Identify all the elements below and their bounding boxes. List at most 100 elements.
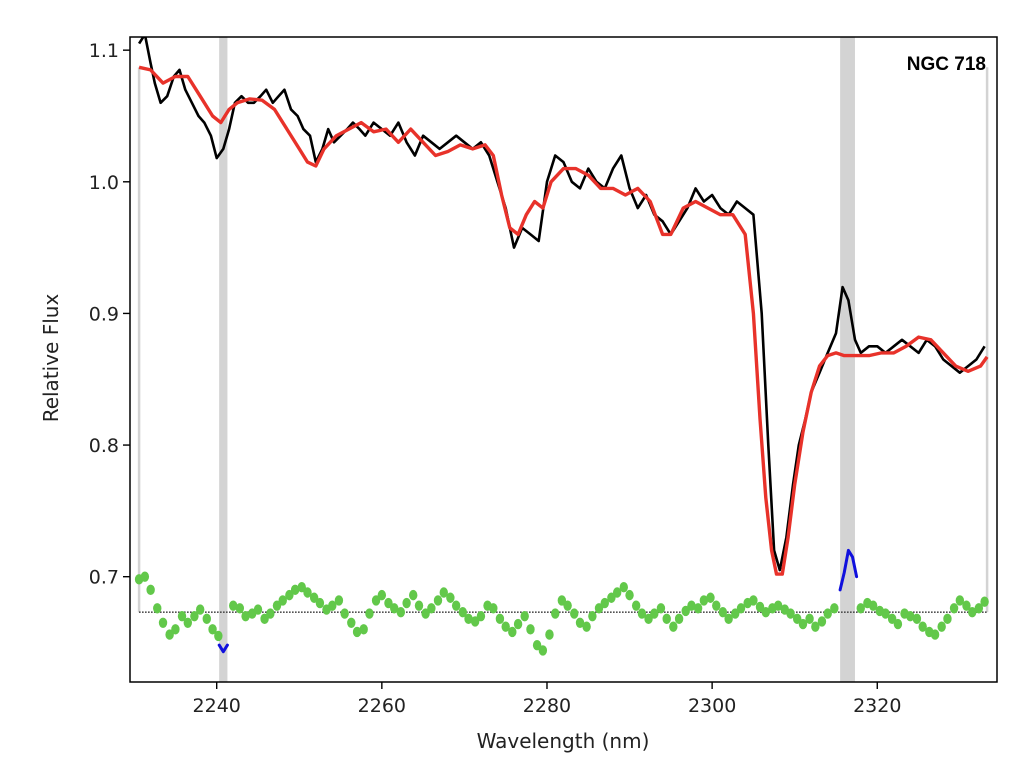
residual-point bbox=[792, 613, 802, 625]
residual-point bbox=[693, 603, 703, 614]
residual-point bbox=[146, 584, 155, 596]
residual-point bbox=[451, 600, 461, 611]
residual-point bbox=[881, 608, 890, 619]
residual-point bbox=[699, 595, 709, 606]
residual-point bbox=[508, 626, 517, 638]
residual-point bbox=[352, 626, 362, 638]
residual-point bbox=[446, 592, 455, 603]
residual-point bbox=[532, 639, 542, 651]
residual-point bbox=[278, 595, 287, 606]
residual-point bbox=[297, 582, 306, 593]
x-tick-label: 2240 bbox=[193, 695, 241, 717]
spectrum-lines-layer bbox=[138, 37, 989, 576]
residual-point bbox=[955, 595, 965, 606]
residual-point bbox=[980, 596, 989, 607]
residual-point bbox=[545, 629, 554, 640]
residual-point bbox=[906, 610, 915, 622]
residual-point bbox=[631, 600, 641, 611]
residual-point bbox=[208, 624, 217, 635]
residual-point bbox=[962, 600, 971, 611]
residual-point bbox=[887, 613, 897, 625]
residual-point bbox=[520, 610, 529, 622]
residual-point bbox=[644, 613, 653, 625]
residual-point bbox=[575, 617, 585, 628]
residual-point bbox=[458, 607, 467, 618]
residual-point bbox=[476, 610, 486, 622]
residual-point bbox=[309, 592, 319, 603]
residual-point bbox=[761, 607, 770, 618]
residual-point bbox=[538, 645, 548, 656]
masked-region-0 bbox=[219, 37, 228, 682]
residual-point bbox=[712, 600, 721, 611]
residual-point bbox=[798, 618, 808, 630]
residual-point bbox=[285, 589, 294, 601]
residual-point bbox=[359, 624, 368, 635]
residual-point bbox=[755, 601, 765, 613]
y-tick-label: 0.9 bbox=[89, 303, 119, 325]
residual-point bbox=[501, 621, 510, 632]
residual-point bbox=[830, 603, 839, 614]
x-tick-label: 2260 bbox=[358, 695, 406, 717]
residual-point bbox=[140, 571, 150, 582]
residual-point bbox=[260, 613, 269, 625]
residual-point bbox=[619, 582, 628, 593]
residual-point bbox=[974, 603, 984, 614]
residual-point bbox=[918, 621, 927, 632]
residual-point bbox=[421, 608, 430, 619]
residual-point bbox=[687, 600, 696, 611]
residual-point bbox=[551, 608, 560, 619]
residual-point bbox=[365, 608, 374, 619]
residual-point bbox=[165, 629, 174, 640]
y-tick-label: 0.8 bbox=[89, 435, 119, 457]
residual-point bbox=[943, 613, 952, 625]
residual-point bbox=[153, 603, 162, 614]
residual-point bbox=[253, 604, 263, 615]
residual-point bbox=[817, 616, 827, 627]
x-tick-label: 2280 bbox=[523, 695, 571, 717]
residual-point bbox=[183, 617, 192, 628]
residual-point bbox=[823, 608, 832, 619]
residual-point bbox=[347, 617, 356, 628]
residual-point bbox=[272, 600, 282, 611]
residual-point bbox=[290, 584, 300, 596]
residual-point bbox=[177, 610, 187, 622]
y-axis-label: Relative Flux bbox=[39, 294, 63, 423]
galaxy-name-annotation: NGC 718 bbox=[907, 54, 986, 75]
residual-point bbox=[470, 616, 480, 627]
residual-point bbox=[731, 608, 740, 619]
residual-point bbox=[570, 608, 579, 619]
fit-range-marker-layer bbox=[137, 67, 989, 613]
residual-point bbox=[495, 613, 505, 625]
residual-point bbox=[402, 597, 411, 609]
residual-point bbox=[214, 630, 223, 642]
residual-point bbox=[949, 603, 959, 614]
residual-point bbox=[334, 595, 344, 606]
y-tick-label: 1.0 bbox=[89, 172, 119, 194]
residual-point bbox=[266, 608, 275, 619]
residual-point bbox=[612, 587, 622, 598]
residual-point bbox=[625, 589, 634, 601]
masked-residual-layer bbox=[217, 548, 859, 654]
x-tick-label: 2300 bbox=[688, 695, 736, 717]
residual-point bbox=[600, 597, 609, 609]
masked-region-1 bbox=[840, 37, 855, 682]
residual-point bbox=[868, 600, 878, 611]
residual-point bbox=[669, 621, 678, 632]
residual-point bbox=[390, 603, 399, 614]
residual-point bbox=[433, 595, 443, 606]
residual-points-layer bbox=[134, 571, 989, 656]
residual-point bbox=[968, 607, 977, 618]
residual-point bbox=[414, 600, 424, 611]
residual-point bbox=[912, 613, 922, 625]
residual-point bbox=[773, 600, 783, 611]
residual-point bbox=[464, 613, 473, 625]
residual-point bbox=[489, 603, 498, 614]
x-axis-ticks: 2240 2260 2280 2300 2320 bbox=[193, 682, 901, 717]
residual-point bbox=[195, 604, 205, 615]
residual-point bbox=[384, 597, 393, 609]
residual-point bbox=[749, 595, 758, 606]
residual-point bbox=[650, 608, 659, 619]
y-axis-ticks: 0.7 0.8 0.9 1.0 1.1 bbox=[89, 40, 130, 589]
residual-point bbox=[930, 629, 940, 640]
